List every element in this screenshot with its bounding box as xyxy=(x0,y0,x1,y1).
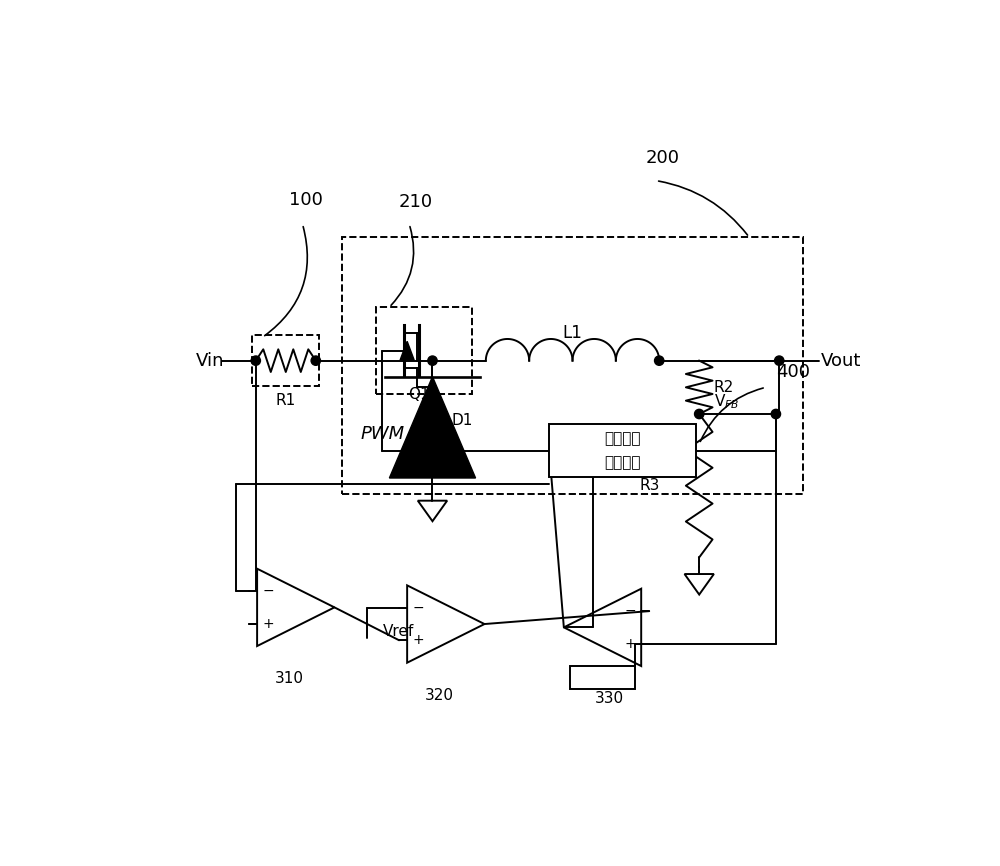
Circle shape xyxy=(775,356,784,365)
Text: Vin: Vin xyxy=(196,352,224,370)
Text: +: + xyxy=(262,617,274,630)
Text: +: + xyxy=(412,633,424,647)
Bar xyxy=(549,424,696,477)
Circle shape xyxy=(771,410,781,418)
Text: 100: 100 xyxy=(289,191,323,209)
Polygon shape xyxy=(400,341,414,360)
Text: R2: R2 xyxy=(714,380,734,395)
Bar xyxy=(252,335,319,386)
Circle shape xyxy=(251,356,260,365)
Circle shape xyxy=(311,356,320,365)
Bar xyxy=(570,666,635,689)
Text: −: − xyxy=(262,585,274,598)
Text: 400: 400 xyxy=(776,363,810,381)
Text: R3: R3 xyxy=(639,478,660,493)
Text: +: + xyxy=(624,637,636,650)
Text: R1: R1 xyxy=(276,392,296,408)
Text: −: − xyxy=(412,601,424,615)
Text: 320: 320 xyxy=(425,688,454,703)
Text: 210: 210 xyxy=(399,192,433,210)
Text: Q1: Q1 xyxy=(408,387,430,403)
Circle shape xyxy=(428,356,437,365)
Text: 200: 200 xyxy=(646,149,680,167)
Bar xyxy=(376,307,472,394)
Text: −: − xyxy=(624,604,636,618)
Text: V$_{FB}$: V$_{FB}$ xyxy=(714,392,739,410)
Circle shape xyxy=(655,356,664,365)
Text: 330: 330 xyxy=(595,691,624,707)
Text: 调制单元: 调制单元 xyxy=(604,456,641,470)
Text: D1: D1 xyxy=(451,413,473,428)
Polygon shape xyxy=(389,377,476,478)
Text: L1: L1 xyxy=(563,324,582,342)
Text: Vout: Vout xyxy=(821,352,862,370)
Circle shape xyxy=(695,410,704,418)
Bar xyxy=(342,237,803,494)
Text: Vref: Vref xyxy=(383,624,414,639)
Text: 310: 310 xyxy=(275,671,304,687)
Text: PWM: PWM xyxy=(360,425,405,443)
Text: 脉冲宽度: 脉冲宽度 xyxy=(604,431,641,446)
